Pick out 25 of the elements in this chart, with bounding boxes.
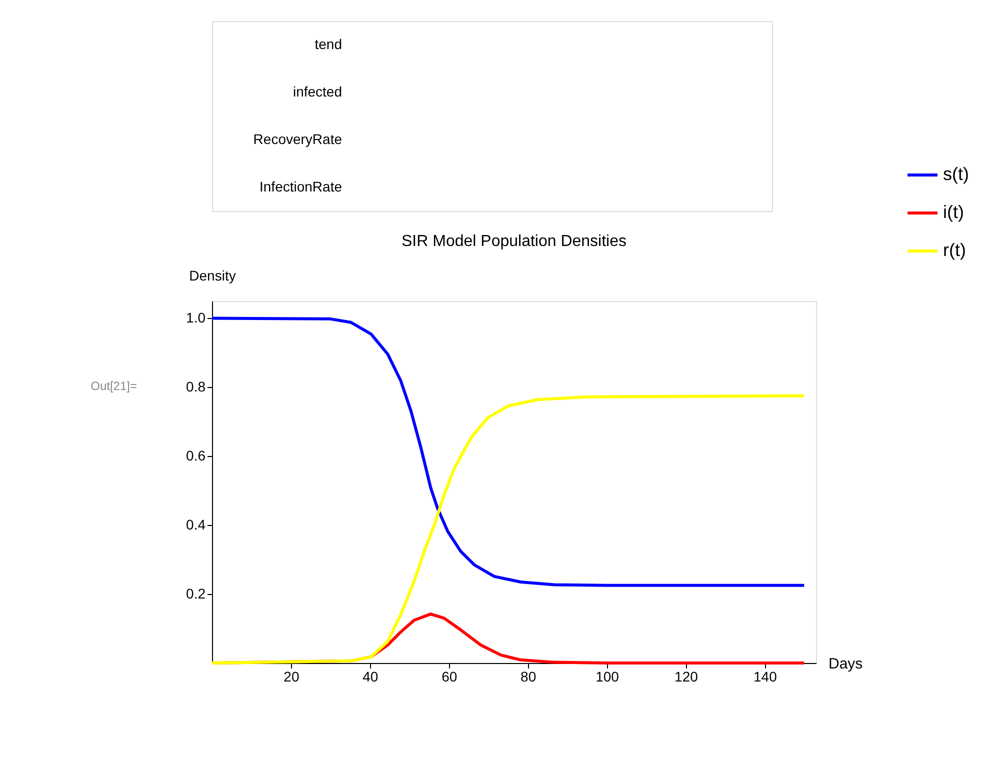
y-tick-label: 0.4 (186, 516, 206, 533)
x-tick-label: 20 (284, 668, 300, 684)
text: Out[21]= (90, 379, 137, 393)
line-series (210, 394, 806, 664)
x-tick-label: 60 (442, 668, 458, 684)
legend-label: r(t) (943, 240, 966, 260)
x-tick-label: 120 (674, 668, 698, 684)
y-tick-label: 0.6 (186, 448, 206, 464)
x-tick-label: 140 (754, 668, 778, 684)
x-axis-title: Days (828, 656, 863, 672)
y-tick-label: 0.2 (186, 586, 206, 602)
x-tick-label: 80 (520, 668, 536, 684)
text: RecoveryRate (253, 130, 342, 147)
text: InfectionRate (260, 178, 342, 194)
y-tick-label: 1.0 (186, 310, 206, 326)
chart-title: SIR Model Population Densities (401, 233, 627, 250)
y-axis-title: Density (189, 268, 236, 284)
line-series (210, 316, 806, 587)
x-tick-label: 40 (362, 668, 378, 684)
text: tend (314, 36, 342, 52)
legend-label: i(t) (943, 202, 964, 222)
legend-label: s(t) (943, 164, 969, 184)
text: infected (292, 83, 342, 100)
y-tick-label: 0.8 (186, 378, 206, 395)
x-tick-label: 100 (596, 668, 620, 684)
